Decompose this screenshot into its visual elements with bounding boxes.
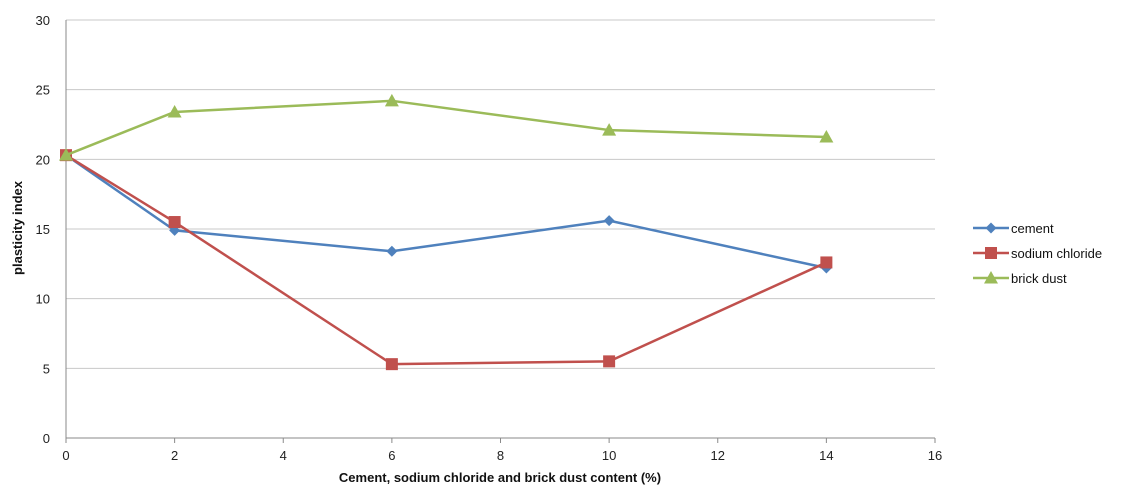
legend-item-brick-dust: brick dust xyxy=(973,271,1067,286)
y-tick-label-0: 0 xyxy=(43,431,50,446)
data-point-sodium-chloride xyxy=(168,216,181,229)
series xyxy=(59,93,834,371)
legend-marker-sodium-chloride xyxy=(985,247,997,259)
data-point-cement xyxy=(603,215,615,227)
x-tick-label-14: 14 xyxy=(819,448,833,463)
x-tick-label-6: 6 xyxy=(388,448,395,463)
x-tick-label-10: 10 xyxy=(602,448,616,463)
legend-label-brick-dust: brick dust xyxy=(1011,271,1067,286)
x-tick-label-4: 4 xyxy=(280,448,287,463)
legend-item-cement: cement xyxy=(973,221,1054,236)
data-point-sodium-chloride xyxy=(385,358,398,371)
y-tick-label-20: 20 xyxy=(36,152,50,167)
data-point-brick-dust xyxy=(819,130,834,143)
x-axis-title: Cement, sodium chloride and brick dust c… xyxy=(339,470,661,485)
legend-marker-cement xyxy=(985,222,997,234)
x-tick-label-8: 8 xyxy=(497,448,504,463)
data-point-cement xyxy=(386,245,398,257)
y-tick-label-30: 30 xyxy=(36,13,50,28)
y-tick-label-25: 25 xyxy=(36,83,50,98)
data-point-sodium-chloride xyxy=(603,355,616,368)
legend-marker-brick-dust xyxy=(984,271,998,284)
legend-label-cement: cement xyxy=(1011,221,1054,236)
x-tick-label-16: 16 xyxy=(928,448,942,463)
legend-item-sodium-chloride: sodium chloride xyxy=(973,246,1102,261)
data-point-brick-dust xyxy=(602,123,617,136)
data-point-brick-dust xyxy=(59,148,73,161)
tick-labels: 0 5 10 15 20 25 30 0 2 4 6 8 10 12 14 16 xyxy=(36,13,943,463)
x-tick-label-12: 12 xyxy=(711,448,725,463)
y-tick-label-10: 10 xyxy=(36,292,50,307)
y-axis-title: plasticity index xyxy=(10,180,25,275)
x-tick-label-0: 0 xyxy=(62,448,69,463)
x-tick-label-2: 2 xyxy=(171,448,178,463)
gridlines xyxy=(66,19,935,369)
series-line-sodium-chloride xyxy=(65,154,827,366)
series-line-brick-dust xyxy=(65,99,827,157)
axes xyxy=(65,20,936,443)
y-tick-label-5: 5 xyxy=(43,361,50,376)
legend: cement sodium chloride brick dust xyxy=(973,221,1102,286)
y-tick-label-15: 15 xyxy=(36,222,50,237)
legend-label-sodium-chloride: sodium chloride xyxy=(1011,246,1102,261)
series-line-cement xyxy=(65,154,827,270)
data-point-brick-dust xyxy=(384,93,399,107)
data-point-sodium-chloride xyxy=(820,256,833,269)
data-point-brick-dust xyxy=(167,104,182,118)
